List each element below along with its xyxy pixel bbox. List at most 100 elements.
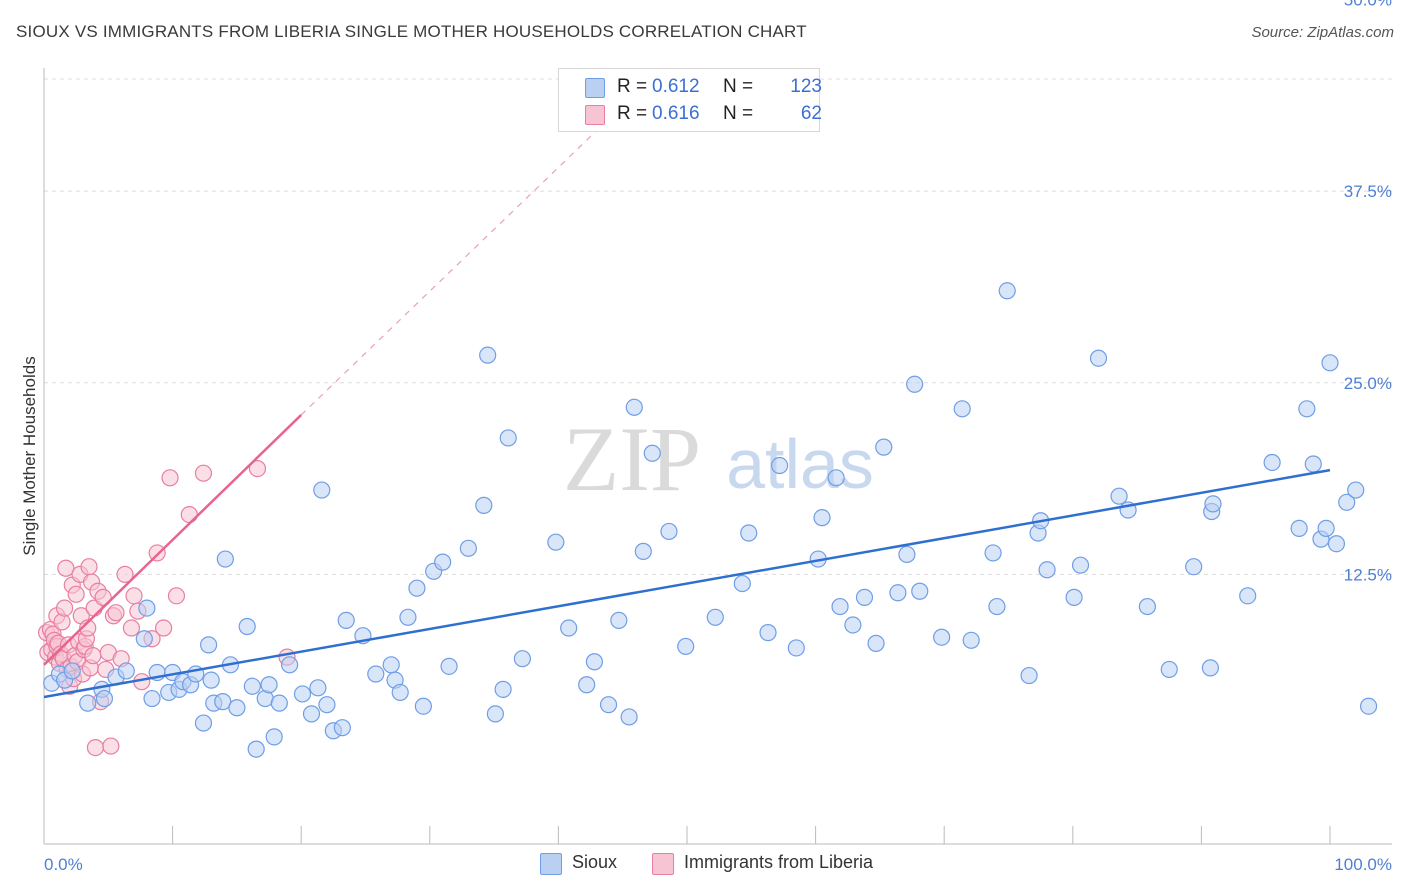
liberia-point xyxy=(180,505,198,524)
source-label: Source: ZipAtlas.com xyxy=(1251,24,1394,41)
sioux-point xyxy=(399,608,417,626)
y-tick-label: 12.5% xyxy=(1344,565,1392,584)
sioux-point xyxy=(660,522,678,541)
sioux-point xyxy=(962,631,980,649)
sioux-point xyxy=(1089,349,1108,367)
series-sioux-points xyxy=(43,282,1378,758)
sioux-point xyxy=(382,656,400,674)
sioux-point xyxy=(578,676,596,694)
sioux-point xyxy=(1321,354,1339,372)
sioux-point xyxy=(770,456,789,475)
sioux-point xyxy=(953,400,971,418)
liberia-point xyxy=(102,737,120,755)
sioux-point xyxy=(228,699,246,717)
sioux-point xyxy=(200,636,218,654)
series-liberia-points xyxy=(37,459,296,757)
liberia-trend-line xyxy=(43,414,303,666)
sioux-point xyxy=(984,544,1002,562)
sioux-point xyxy=(281,656,299,674)
legend-n-label: N = xyxy=(723,103,754,124)
sioux-point xyxy=(1290,519,1308,537)
liberia-point xyxy=(194,464,213,482)
sioux-point xyxy=(1071,556,1090,574)
sioux-point xyxy=(620,708,638,726)
sioux-point xyxy=(1160,660,1178,679)
sioux-point xyxy=(302,705,321,723)
liberia-point xyxy=(107,604,125,622)
sioux-point xyxy=(479,346,497,364)
legend-r-label: R = xyxy=(617,103,648,124)
legend-row-sioux: R = 0.612 N = 123 xyxy=(585,76,822,100)
sioux-point xyxy=(1263,453,1281,472)
watermark-zip: ZIP xyxy=(563,408,701,510)
sioux-point xyxy=(1338,493,1356,511)
sioux-point xyxy=(998,282,1016,300)
sioux-point xyxy=(216,550,234,568)
sioux-point xyxy=(677,637,695,656)
sioux-point xyxy=(1239,587,1257,605)
liberia-point xyxy=(148,544,166,562)
legend-row-liberia: R = 0.616 N = 62 xyxy=(585,103,822,127)
sioux-point xyxy=(1185,558,1203,576)
sioux-point xyxy=(933,628,951,646)
y-tick-label: 50.0% xyxy=(1344,0,1392,10)
sioux-point xyxy=(610,611,628,629)
liberia-point xyxy=(94,588,112,606)
bottom-legend-label-liberia: Immigrants from Liberia xyxy=(684,852,874,872)
x-tick-label: 0.0% xyxy=(44,855,83,874)
liberia-point xyxy=(154,619,173,637)
liberia-point xyxy=(122,619,141,637)
y-tick-label: 25.0% xyxy=(1344,374,1392,393)
liberia-point xyxy=(86,739,105,757)
liberia-point xyxy=(161,469,179,487)
sioux-point xyxy=(367,665,385,683)
sioux-point xyxy=(898,545,916,564)
sioux-point xyxy=(260,676,278,694)
sioux-point xyxy=(440,657,458,675)
bottom-legend-label-sioux: Sioux xyxy=(572,852,618,872)
sioux-trend-line xyxy=(43,468,1331,699)
sioux-point xyxy=(599,696,618,714)
sioux-point xyxy=(827,469,845,487)
legend-n-value: 123 xyxy=(790,76,822,97)
sioux-point xyxy=(391,683,409,702)
grid-lines xyxy=(44,78,1392,575)
legend-n-value: 62 xyxy=(800,103,822,124)
sioux-point xyxy=(270,694,288,712)
sioux-point xyxy=(63,662,81,680)
sioux-point xyxy=(1327,535,1346,553)
sioux-point xyxy=(813,509,831,527)
sioux-point xyxy=(889,584,907,602)
tick-labels: 12.5% 25.0% 37.5% 50.0% 0.0% 100.0% xyxy=(44,0,1392,874)
sioux-point xyxy=(1204,495,1222,513)
sioux-point xyxy=(1138,597,1156,616)
legend-swatch-liberia xyxy=(585,105,605,125)
correlation-legend: R = 0.612 N = 123 R = 0.616 N = 62 xyxy=(558,68,822,132)
axes xyxy=(43,68,1392,845)
sioux-point xyxy=(243,677,261,695)
sioux-point xyxy=(238,617,256,636)
sioux-point xyxy=(475,496,493,514)
sioux-point xyxy=(643,444,661,462)
sioux-point xyxy=(513,650,531,668)
sioux-point xyxy=(414,697,432,715)
sioux-point xyxy=(117,662,135,680)
liberia-point xyxy=(67,585,85,603)
sioux-point xyxy=(906,375,924,393)
legend-n-label: N = xyxy=(723,76,754,97)
sioux-point xyxy=(625,398,643,416)
sioux-point xyxy=(740,524,758,542)
sioux-point xyxy=(202,671,220,689)
sioux-point xyxy=(831,597,849,616)
sioux-point xyxy=(318,696,336,714)
sioux-point xyxy=(1298,400,1316,418)
liberia-point xyxy=(57,559,75,577)
sioux-point xyxy=(706,608,724,626)
sioux-point xyxy=(875,438,893,456)
sioux-point xyxy=(333,719,351,737)
legend-r-value: 0.612 xyxy=(652,76,700,97)
sioux-point xyxy=(486,705,504,723)
y-axis-label: Single Mother Households xyxy=(20,356,39,555)
liberia-point xyxy=(116,565,134,583)
